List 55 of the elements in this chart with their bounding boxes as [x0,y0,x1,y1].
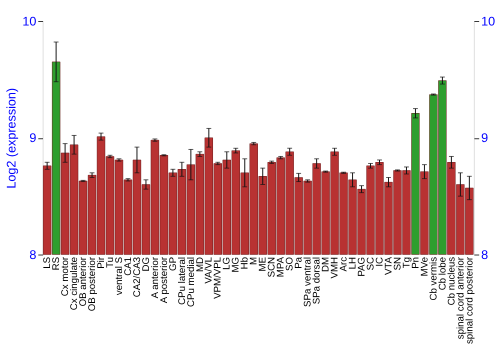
x-tick-label: Cb nucleus [446,256,458,306]
x-tick-label: A posterior [158,256,170,304]
x-tick-label: Cx motor [60,256,71,296]
x-tick-label: Hb [240,256,251,270]
x-tick-label: OB posterior [86,256,98,312]
x-tick-label: DM [320,256,332,272]
y2-tick-label: 10 [481,14,496,28]
x-tick-label: CA1 [122,256,134,276]
x-tick-label: MVe [419,256,430,276]
x-tick-label: VA/VL [204,256,215,284]
x-tick-label: A anterior [150,256,161,298]
x-tick-label: SN [392,256,404,270]
x-tick-label: Tg [401,256,412,268]
x-tick-label: MPA [276,256,287,278]
x-tick-label: SCN [266,256,278,278]
x-tick-label: SC [365,256,376,270]
x-tick-label: Pa [294,256,305,269]
y-tick-label: 9 [29,131,36,146]
x-tick-label: CPu lateral [176,256,188,305]
x-tick-label: GP [168,256,179,271]
x-tick-label: SO [284,256,296,271]
x-tick-label: LG [222,256,233,270]
x-tick-label: spinal cord anterior [455,256,466,340]
x-tick-label: DG [140,256,152,272]
x-tick-label: CA2/CA3 [132,256,143,298]
y-axis-title: Log2 (expression) [4,88,19,189]
x-tick-label: Cb lobe [437,256,448,290]
x-tick-label: Cx cingulate [68,256,80,310]
x-tick-label: LH [347,256,358,270]
x-tick-label: SPa dorsal [312,256,323,304]
x-tick-label: CPu medial [186,256,197,307]
y-tick-label: 10 [22,14,36,28]
x-tick-label: RS [51,256,62,270]
x-tick-label: PAG [356,256,368,277]
x-tick-label: M [248,256,260,266]
x-tick-label: Pir [96,256,107,269]
x-tick-label: Pn [410,256,422,269]
x-tick-label: Arc [338,256,350,272]
x-tick-label: ME [258,256,269,272]
x-tick-label: IC [374,256,386,267]
x-tick-label: OB anterior [78,256,89,306]
x-tick-label: VTA [383,256,394,276]
x-tick-label: Tu [104,256,116,268]
y2-tick-label: 8 [481,248,488,262]
y-tick-label: 8 [29,248,36,262]
x-tick-label: spinal cord posterior [464,256,476,344]
y2-tick-label: 9 [481,131,488,146]
x-tick-label: MG [230,256,242,273]
x-tick-label: VPM/VPL [212,256,224,299]
x-tick-label: LS [42,256,54,269]
x-tick-label: VMH [330,256,340,278]
x-tick-label: SPa ventral [302,256,314,307]
x-tick-label: Cb vermis [428,256,440,300]
x-tick-label: MD [194,256,206,272]
x-tick-label: ventral S [114,256,125,296]
